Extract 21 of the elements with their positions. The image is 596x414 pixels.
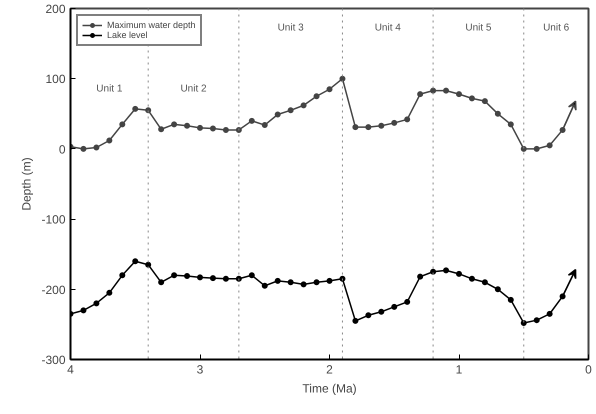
annotation: Unit 2	[180, 84, 208, 95]
annotation: Unit 1	[96, 84, 123, 95]
x-axis-title: Time (Ma)	[302, 382, 357, 396]
y-tick-label: 200	[45, 2, 66, 16]
y-tick-label: 100	[45, 72, 66, 86]
x-tick-label: 3	[196, 362, 204, 376]
x-tick-label: 1	[456, 362, 463, 376]
x-tick-label: 4	[67, 362, 74, 376]
x-tick-label: 2	[326, 362, 334, 376]
y-tick-label: 0	[58, 142, 66, 156]
y-axis-title: Depth (m)	[19, 157, 34, 211]
x-tick-label: 0	[585, 362, 592, 376]
legend-label: Lake level	[107, 30, 148, 40]
annotation: Unit 6	[543, 22, 570, 34]
y-tick-label: -100	[41, 212, 66, 227]
y-tick-label: -200	[41, 282, 66, 297]
y-tick-label: -300	[41, 353, 66, 367]
annotation: Unit 5	[465, 22, 492, 34]
annotation: Unit 4	[374, 22, 402, 34]
annotation: Unit 3	[278, 22, 304, 34]
legend-label: Maximum water depth	[107, 20, 196, 30]
